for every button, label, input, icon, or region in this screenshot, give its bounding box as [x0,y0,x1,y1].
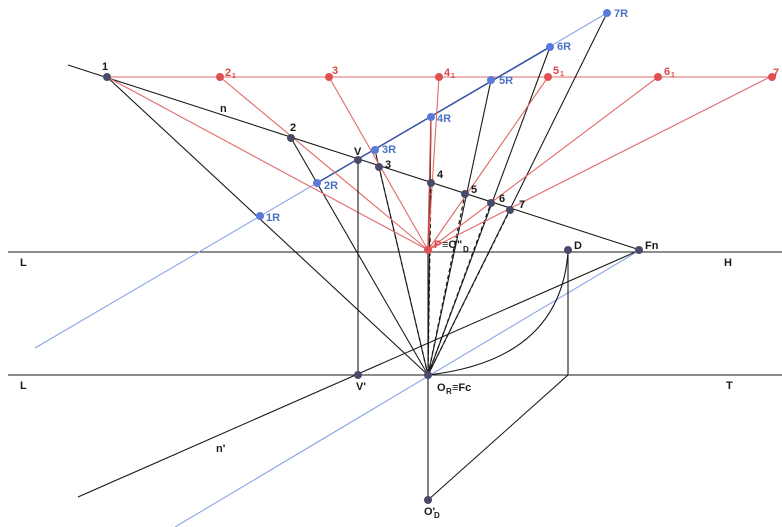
point-1R [256,212,264,220]
label-red-6: 6 [664,66,670,78]
line-OR-7R [427,12,608,376]
point-3 [375,163,383,171]
point-V [354,156,362,164]
arc-D-to-OR [427,251,569,376]
label-red-5-sub: 1 [560,71,564,78]
label-5: 5 [471,184,477,196]
point-P [424,246,432,254]
line-D-to-ODprime [427,374,569,501]
point-ODprime [424,496,432,504]
point-red-4 [435,73,443,81]
label-H: H [724,257,732,269]
label-red-2: 2 [225,67,231,79]
label-red-7: 7 [773,67,779,79]
label-T: T [726,380,733,392]
label-1: 1 [102,61,108,73]
line-OR-3R [374,149,429,376]
point-Vprime [354,371,362,379]
point-1 [103,73,111,81]
label-7: 7 [519,199,525,211]
label-red-4: 4 [444,67,451,79]
label-6R: 6R [557,41,571,53]
point-2 [287,134,295,142]
label-1R: 1R [266,212,280,224]
label-Fn: Fn [645,240,659,252]
label-4R: 4R [437,113,451,125]
point-2R [313,179,321,187]
label-red-2-sub: 1 [232,73,236,80]
label-P: P [434,239,441,251]
point-7 [506,206,514,214]
label-7R: 7R [614,8,628,20]
point-3R [371,146,379,154]
label-4: 4 [437,169,444,181]
point-Fn [635,246,643,254]
point-6 [487,199,495,207]
line-n [67,64,641,251]
blue-lower-line [174,249,641,527]
line-1-to-OR [106,76,429,376]
line-2-to-OR [290,137,429,376]
point-5 [461,190,469,198]
point-red-7 [768,73,776,81]
red-P-1 [106,76,429,251]
label-red-4-sub: 1 [451,73,455,80]
point-7R [603,9,611,17]
label-O-prime-D: O' [424,506,436,518]
label-O-second-D-sub: D [463,245,469,254]
label-O-R-sub: R [446,387,452,396]
line-OR-5R [427,79,492,376]
label-2R: 2R [324,180,338,192]
label-5R: 5R [499,75,513,87]
red-P-6 [427,76,659,251]
point-6R [546,43,554,51]
label-O-prime-D-sub: D [434,511,440,520]
red-P-7 [427,76,771,251]
label-V: V [354,146,362,158]
point-4 [427,179,435,187]
label-6: 6 [499,193,505,205]
line-OR-6R [427,46,551,376]
point-D [564,246,572,254]
label-red-5: 5 [553,65,559,77]
label-3R: 3R [382,144,396,156]
label-2: 2 [290,122,296,134]
label-n-prime: n' [216,443,226,455]
point-4R [427,113,435,121]
point-red-6 [654,73,662,81]
label-O-R: O [437,382,446,394]
label-L-top: L [20,257,27,269]
label-n: n [220,103,227,115]
point-red-3 [325,73,333,81]
point-5R [487,76,495,84]
label-red-3: 3 [332,65,338,77]
label-O-second-D: ≡O" [442,239,462,251]
red-P-4 [427,76,440,251]
point-OR [424,371,432,379]
red-P-2 [219,76,429,251]
label-L-bottom: L [20,380,27,392]
label-red-6-sub: 1 [671,72,675,79]
label-3: 3 [385,159,391,171]
label-V-prime: V' [356,381,366,393]
point-red-5 [544,73,552,81]
red-P-5 [427,76,549,251]
point-red-2 [216,73,224,81]
label-D: D [574,240,582,252]
label-Fc: ≡Fc [452,382,471,394]
